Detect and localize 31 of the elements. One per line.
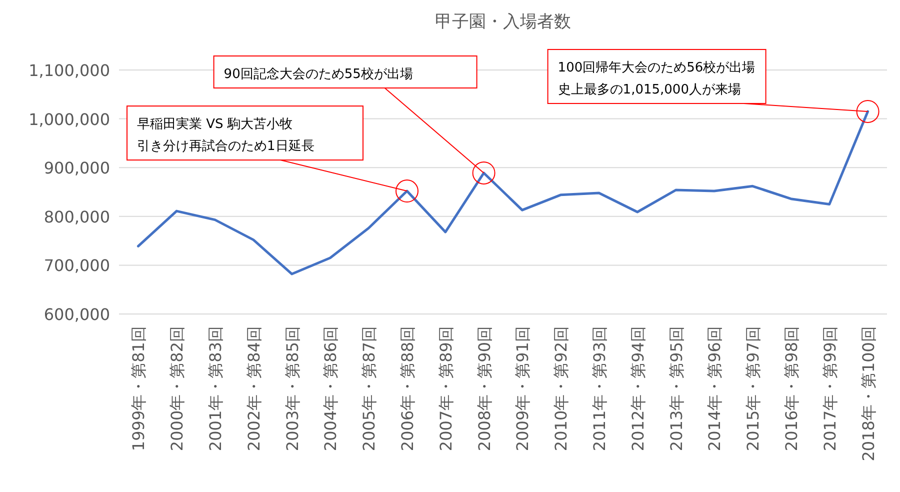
x-tick-label: 2002年・第84回 — [244, 326, 264, 452]
annotation: 90回記念大会のため55校が出場 — [224, 66, 413, 82]
x-tick-label: 1999年・第81回 — [129, 326, 148, 452]
x-tick-label: 2004年・第86回 — [321, 326, 340, 452]
y-tick-label: 1,000,000 — [28, 110, 110, 129]
x-tick-label: 2012年・第94回 — [628, 326, 648, 452]
x-tick-label: 2006年・第88回 — [398, 326, 417, 452]
y-tick-label: 600,000 — [44, 305, 110, 324]
x-tick-label: 2008年・第90回 — [474, 326, 494, 452]
x-tick-label: 2001年・第83回 — [206, 326, 225, 452]
y-tick-label: 700,000 — [44, 256, 110, 276]
annotation: 早稲田実業 VS 駒大苫小牧引き分け再試合のため1日延長 — [137, 116, 314, 154]
x-tick-label: 2018年・第100回 — [858, 326, 878, 462]
x-tick-label: 2016年・第98回 — [782, 326, 801, 452]
y-tick-label: 900,000 — [44, 158, 110, 178]
x-tick-label: 2015年・第97回 — [744, 326, 763, 452]
x-tick-label: 2014年・第96回 — [705, 326, 724, 452]
x-tick-label: 2005年・第87回 — [360, 326, 379, 452]
x-tick-label: 2000年・第82回 — [168, 326, 187, 452]
x-tick-label: 2010年・第92回 — [552, 326, 571, 452]
x-tick-label: 2013年・第95回 — [666, 326, 686, 452]
y-tick-label: 800,000 — [44, 207, 110, 226]
annotation: 早稲田実業 VS 駒大苫小牧引き分け再試合のため1日延長 — [126, 106, 418, 203]
x-tick-label: 2011年・第93回 — [590, 326, 609, 452]
annotation: 100回帰年大会のため56校が出場史上最多の1,015,000人が来場 — [558, 60, 756, 98]
chart-title: 甲子園・入場者数 — [435, 12, 571, 32]
y-tick-label: 1,100,000 — [28, 61, 110, 80]
x-tick-label: 2007年・第89回 — [436, 326, 456, 452]
x-tick-label: 2003年・第85回 — [282, 326, 302, 452]
x-tick-label: 2009年・第91回 — [513, 326, 532, 452]
x-tick-label: 2017年・第99回 — [820, 326, 840, 452]
